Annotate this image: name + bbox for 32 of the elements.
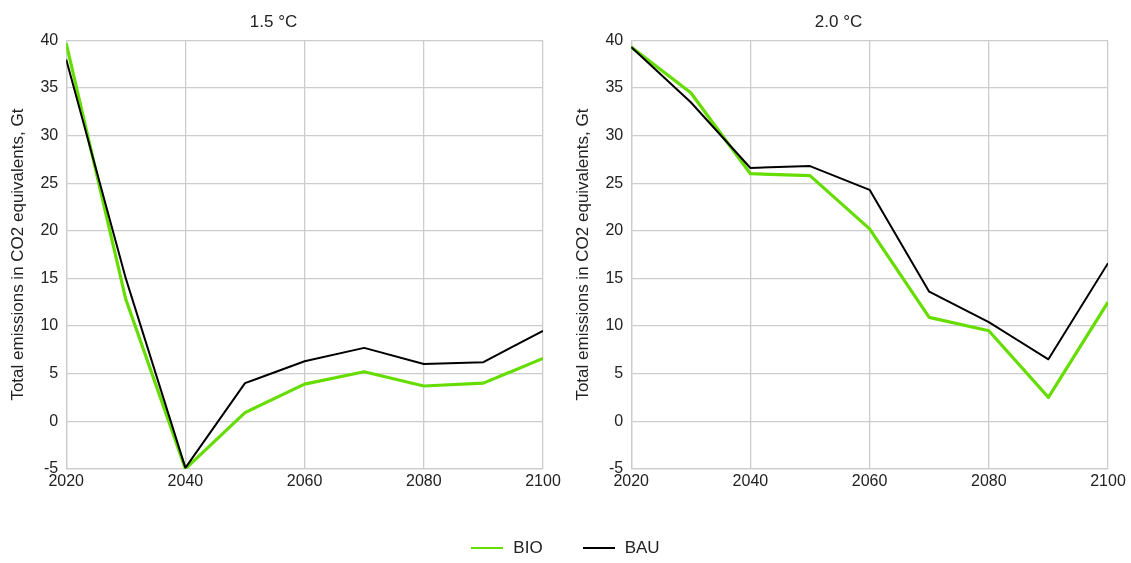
x-tick-label: 2040	[732, 471, 769, 489]
x-tick-label: 2060	[851, 471, 888, 489]
y-tick-label: 40	[40, 30, 59, 48]
y-tick-label: 30	[40, 126, 59, 144]
y-axis-title: Total emissions in CO2 equivalents, Gt	[572, 108, 592, 401]
chart-title: 1.5 °C	[249, 11, 298, 31]
y-tick-label: 5	[614, 364, 624, 382]
y-tick-label: 35	[40, 78, 59, 96]
y-tick-label: 10	[40, 316, 59, 334]
y-tick-label: 5	[49, 364, 59, 382]
legend-label: BAU	[624, 538, 660, 558]
x-tick-label: 2060	[286, 471, 323, 489]
y-tick-label: 25	[40, 173, 59, 191]
chart-title: 2.0 °C	[814, 11, 863, 31]
x-tick-label: 2100	[525, 471, 561, 489]
x-tick-label: 2080	[406, 471, 442, 489]
y-tick-label: 35	[605, 78, 624, 96]
y-tick-label: 0	[49, 411, 59, 429]
y-tick-label: 15	[40, 268, 59, 286]
y-tick-label: 20	[40, 221, 59, 239]
y-tick-label: 15	[605, 268, 624, 286]
x-tick-label: 2080	[971, 471, 1007, 489]
y-tick-label: 10	[605, 316, 624, 334]
y-tick-label: 40	[605, 30, 624, 48]
y-tick-label: 0	[614, 411, 624, 429]
y-tick-label: 20	[605, 221, 624, 239]
y-tick-label: 30	[605, 126, 624, 144]
legend-label: BIO	[513, 538, 543, 558]
y-tick-label: 25	[605, 173, 624, 191]
x-tick-label: 2100	[1090, 471, 1126, 489]
y-axis-title: Total emissions in CO2 equivalents, Gt	[7, 108, 27, 401]
x-tick-label: 2040	[167, 471, 204, 489]
